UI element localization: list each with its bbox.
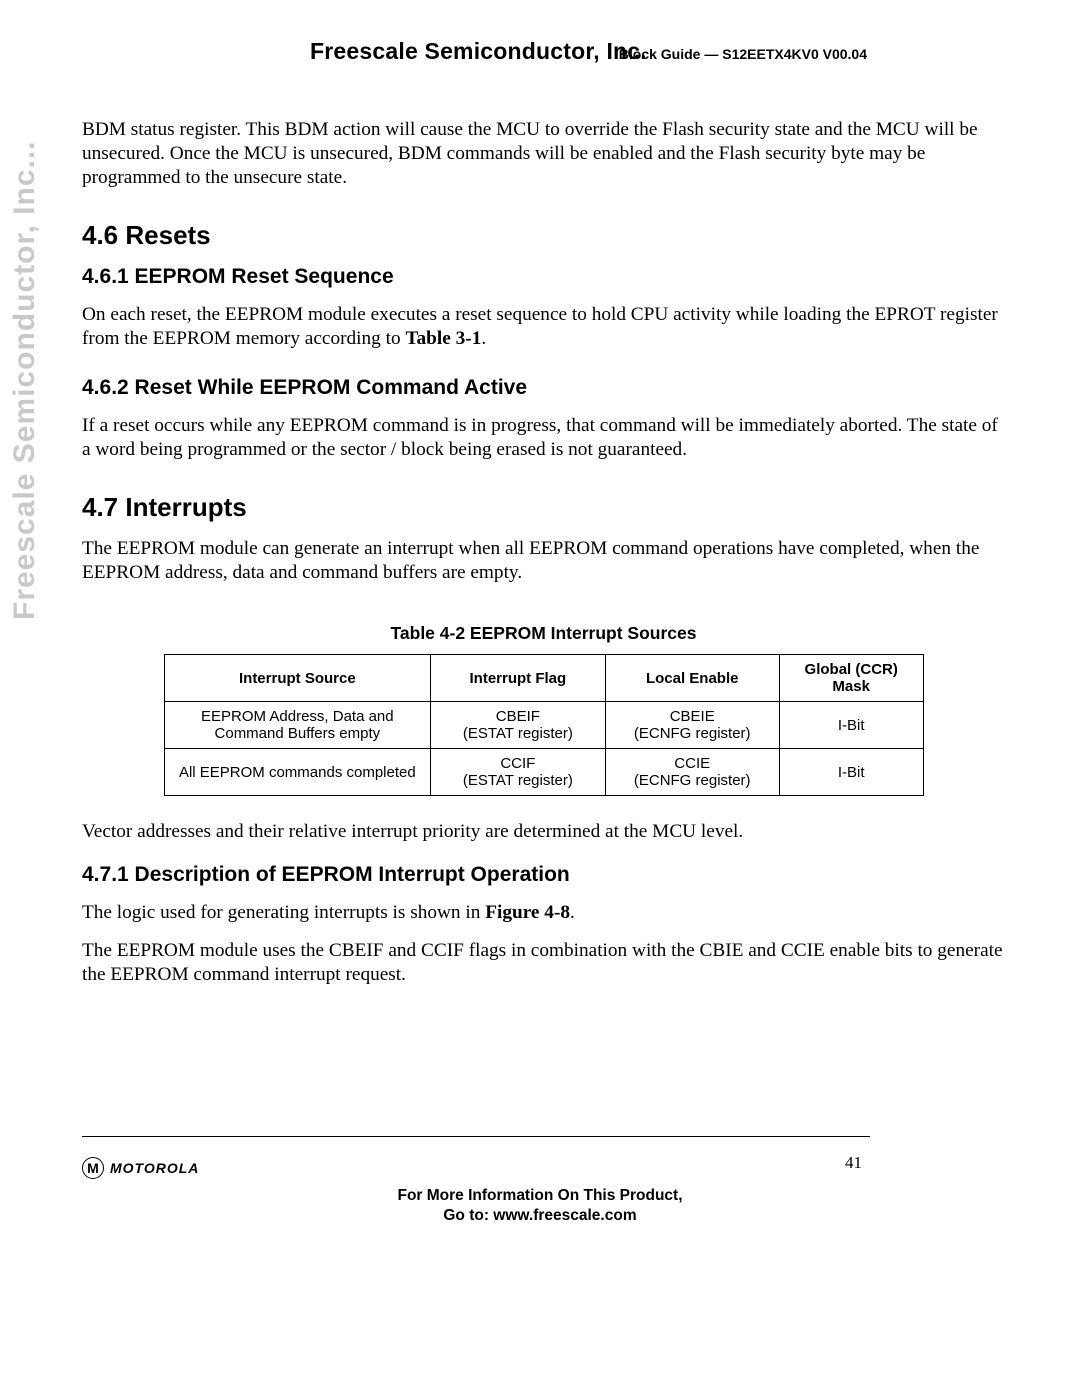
- flag-main: CCIF: [439, 755, 596, 772]
- footer-info: For More Information On This Product, Go…: [0, 1186, 1080, 1225]
- section-4-6-title: 4.6 Resets: [82, 220, 1005, 251]
- cell-source: EEPROM Address, Data and Command Buffers…: [164, 702, 431, 749]
- page-number: 41: [845, 1153, 862, 1173]
- intro-paragraph: BDM status register. This BDM action wil…: [82, 118, 1005, 190]
- footer-rule: [82, 1136, 870, 1137]
- table-header-row: Interrupt Source Interrupt Flag Local En…: [164, 654, 923, 702]
- section-4-7-1-p2: The EEPROM module uses the CBEIF and CCI…: [82, 939, 1005, 987]
- document-id: Block Guide — S12EETX4KV0 V00.04: [619, 46, 867, 62]
- section-4-7-1-title: 4.7.1 Description of EEPROM Interrupt Op…: [82, 863, 1005, 887]
- cell-source: All EEPROM commands completed: [164, 749, 431, 796]
- motorola-logo: M MOTOROLA: [82, 1157, 199, 1179]
- enable-sub: (ECNFG register): [614, 725, 771, 742]
- footer-info-line2: Go to: www.freescale.com: [0, 1206, 1080, 1225]
- cell-enable: CCIE (ECNFG register): [605, 749, 779, 796]
- enable-sub: (ECNFG register): [614, 772, 771, 789]
- page-header: Freescale Semiconductor, Inc. Block Guid…: [82, 38, 1005, 74]
- table-row: All EEPROM commands completed CCIF (ESTA…: [164, 749, 923, 796]
- flag-sub: (ESTAT register): [439, 772, 596, 789]
- section-4-7-intro: The EEPROM module can generate an interr…: [82, 537, 1005, 585]
- motorola-m-icon: M: [82, 1157, 104, 1179]
- table-4-2-caption: Table 4-2 EEPROM Interrupt Sources: [82, 623, 1005, 644]
- interrupt-sources-table: Interrupt Source Interrupt Flag Local En…: [164, 654, 924, 797]
- section-4-6-2-para: If a reset occurs while any EEPROM comma…: [82, 414, 1005, 462]
- cell-enable: CBEIE (ECNFG register): [605, 702, 779, 749]
- page-content: Freescale Semiconductor, Inc. Block Guid…: [0, 0, 1080, 987]
- figure-4-8-ref: Figure 4-8: [485, 902, 570, 923]
- cell-mask: I-Bit: [779, 749, 923, 796]
- cell-flag: CBEIF (ESTAT register): [431, 702, 605, 749]
- cell-mask: I-Bit: [779, 702, 923, 749]
- enable-main: CCIE: [614, 755, 771, 772]
- col-local-enable: Local Enable: [605, 654, 779, 702]
- cell-flag: CCIF (ESTAT register): [431, 749, 605, 796]
- section-4-6-1-title: 4.6.1 EEPROM Reset Sequence: [82, 265, 1005, 289]
- flag-sub: (ESTAT register): [439, 725, 596, 742]
- section-4-7-title: 4.7 Interrupts: [82, 492, 1005, 523]
- col-global-mask: Global (CCR) Mask: [779, 654, 923, 702]
- section-4-6-2-title: 4.6.2 Reset While EEPROM Command Active: [82, 376, 1005, 400]
- footer-info-line1: For More Information On This Product,: [0, 1186, 1080, 1205]
- col-global-mask-text: Global (CCR) Mask: [805, 661, 898, 695]
- flag-main: CBEIF: [439, 708, 596, 725]
- col-interrupt-flag: Interrupt Flag: [431, 654, 605, 702]
- after-table-para: Vector addresses and their relative inte…: [82, 820, 1005, 844]
- p1-before: The logic used for generating interrupts…: [82, 902, 485, 923]
- table-row: EEPROM Address, Data and Command Buffers…: [164, 702, 923, 749]
- table-3-1-ref: Table 3-1: [405, 328, 481, 349]
- company-name: Freescale Semiconductor, Inc.: [310, 38, 647, 65]
- footer-logo-area: M MOTOROLA: [82, 1157, 199, 1179]
- enable-main: CBEIE: [614, 708, 771, 725]
- col-interrupt-source: Interrupt Source: [164, 654, 431, 702]
- watermark-vertical-text: Freescale Semiconductor, Inc...: [8, 140, 42, 620]
- para-text: On each reset, the EEPROM module execute…: [82, 304, 998, 349]
- section-4-7-1-p1: The logic used for generating interrupts…: [82, 901, 1005, 925]
- motorola-wordmark: MOTOROLA: [110, 1160, 199, 1176]
- para-text-after: .: [481, 328, 486, 349]
- p1-after: .: [570, 902, 575, 923]
- section-4-6-1-para: On each reset, the EEPROM module execute…: [82, 303, 1005, 351]
